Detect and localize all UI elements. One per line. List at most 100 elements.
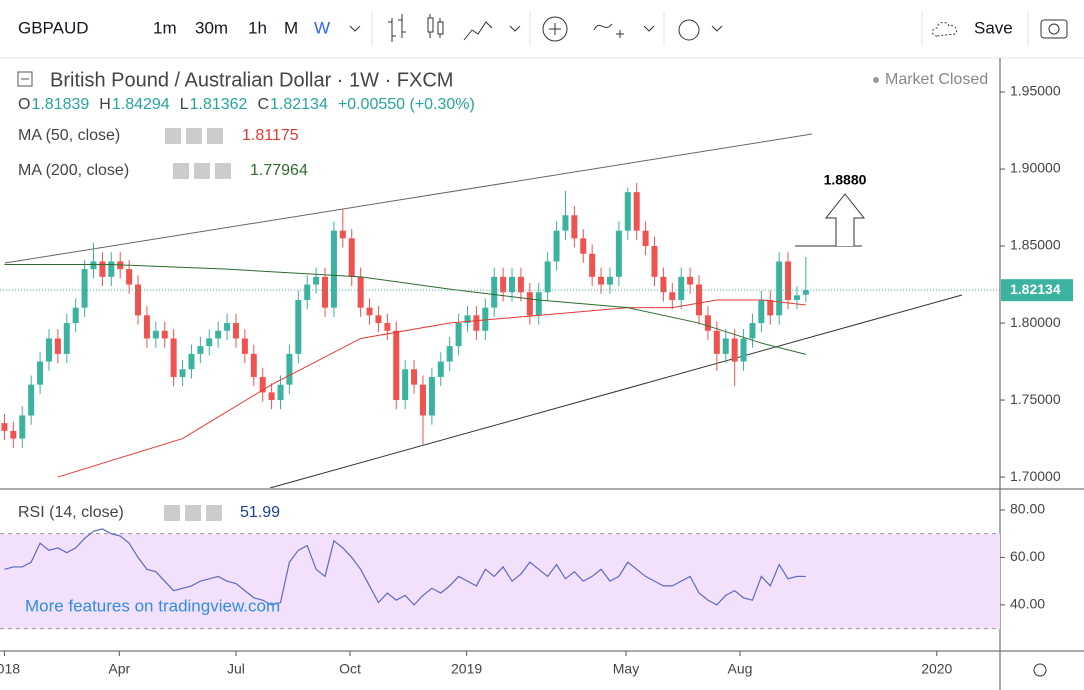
- candle-body: [339, 230, 346, 239]
- rsi-band: [0, 533, 1000, 629]
- candle-body: [526, 292, 533, 316]
- candle-body: [90, 261, 97, 270]
- y-tick-label: 40.00: [1010, 596, 1045, 612]
- candle-body: [313, 276, 320, 285]
- drawing-tool[interactable]: [593, 23, 655, 38]
- candle-body: [696, 284, 703, 316]
- trend-line[interactable]: [4, 133, 813, 264]
- candle-body: [197, 346, 204, 354]
- candle-body: [562, 215, 569, 231]
- candle-body: [767, 299, 774, 316]
- market-status: Market Closed: [885, 71, 988, 88]
- candle-body: [687, 276, 694, 285]
- ohlc-value: 1.81362: [190, 96, 248, 113]
- candle-body: [224, 323, 231, 331]
- candle-body: [72, 307, 79, 324]
- y-tick-label: 1.90000: [1010, 160, 1061, 176]
- candle-body: [188, 353, 195, 370]
- candle-body: [535, 292, 542, 316]
- interval[interactable]: 1h: [248, 18, 267, 37]
- candle-body: [713, 330, 720, 354]
- candle-body: [393, 330, 400, 401]
- ohlc-value: 1.84294: [112, 96, 170, 113]
- candle-body: [749, 323, 756, 339]
- candle-body: [45, 338, 52, 362]
- candle-body: [259, 376, 266, 393]
- candle-body: [678, 276, 685, 300]
- collapse-icon[interactable]: [17, 71, 33, 87]
- annotation-arrow[interactable]: [824, 193, 866, 246]
- legend-buttons[interactable]: [164, 128, 231, 521]
- candle-body: [758, 299, 765, 324]
- candle-body: [785, 261, 792, 300]
- interval[interactable]: 30m: [195, 18, 228, 37]
- candle-body: [446, 346, 453, 362]
- candle-body: [232, 323, 239, 339]
- candle-body: [419, 384, 426, 416]
- x-tick-label: Apr: [108, 661, 130, 677]
- candle-body: [517, 276, 524, 293]
- candle-body: [295, 299, 302, 354]
- candle-body: [81, 269, 88, 308]
- alert-icon[interactable]: [678, 19, 700, 41]
- legend-title[interactable]: British Pound / Australian Dollar · 1W ·…: [50, 69, 453, 91]
- ohlc-label: L: [180, 96, 189, 113]
- legend-rsi[interactable]: RSI (14, close): [18, 504, 124, 521]
- candle-body: [669, 292, 676, 300]
- candle-body: [411, 369, 418, 385]
- interval[interactable]: M: [284, 18, 298, 37]
- trend-line[interactable]: [269, 294, 963, 488]
- toolbar: [0, 0, 1084, 58]
- candle-body: [598, 276, 605, 285]
- dropdown-icon[interactable]: [349, 25, 361, 32]
- candle-body: [241, 338, 248, 354]
- legend-ma[interactable]: MA (50, close): [18, 127, 120, 144]
- snapshot-button[interactable]: [1040, 19, 1068, 39]
- ma-line: [4, 264, 807, 355]
- candle-body: [606, 276, 613, 285]
- candle-body: [464, 315, 471, 324]
- candle-body: [402, 369, 409, 401]
- candle-body: [776, 261, 783, 316]
- ohlc-label: H: [99, 96, 111, 113]
- x-tick-label: Jul: [227, 661, 245, 677]
- save-button[interactable]: Save: [974, 18, 1013, 37]
- symbol[interactable]: GBPAUD: [18, 18, 89, 37]
- y-tick-label: 1.80000: [1010, 314, 1061, 330]
- candle-body: [428, 376, 435, 416]
- candle-body: [322, 276, 329, 308]
- x-tick-label: May: [613, 661, 639, 677]
- legend-ma[interactable]: MA (200, close): [18, 162, 129, 179]
- candle-body: [99, 261, 106, 277]
- candle-body: [348, 238, 355, 277]
- candle-body: [161, 330, 168, 339]
- watermark[interactable]: More features on tradingview.com: [25, 596, 280, 615]
- settings-icon[interactable]: [1033, 663, 1047, 677]
- candle-body: [366, 307, 373, 316]
- y-tick-label: 1.85000: [1010, 237, 1061, 253]
- x-tick-label: 2018: [0, 661, 20, 677]
- candle-body: [580, 238, 587, 254]
- chart-type-icons[interactable]: [388, 14, 521, 42]
- candle-body: [642, 230, 649, 247]
- interval[interactable]: W: [314, 18, 330, 37]
- ohlc-value: 1.81839: [31, 96, 89, 113]
- candle-body: [651, 246, 658, 277]
- candle-body: [633, 192, 640, 231]
- price-tag-label: 1.82134: [1010, 281, 1061, 297]
- candle-body: [108, 261, 115, 277]
- candle-body: [268, 392, 275, 401]
- candle-body: [37, 361, 44, 385]
- x-tick-label: Aug: [728, 661, 753, 677]
- x-tick-label: 2019: [451, 661, 482, 677]
- interval[interactable]: 1m: [153, 18, 177, 37]
- candle-body: [54, 338, 61, 354]
- candle-body: [304, 284, 311, 300]
- candle-body: [357, 276, 364, 308]
- candle-body: [660, 276, 667, 293]
- ohlc-label: O: [18, 96, 30, 113]
- price-tag: [1001, 279, 1073, 302]
- add-indicator[interactable]: [542, 16, 568, 42]
- rsi-value: 51.99: [240, 504, 280, 521]
